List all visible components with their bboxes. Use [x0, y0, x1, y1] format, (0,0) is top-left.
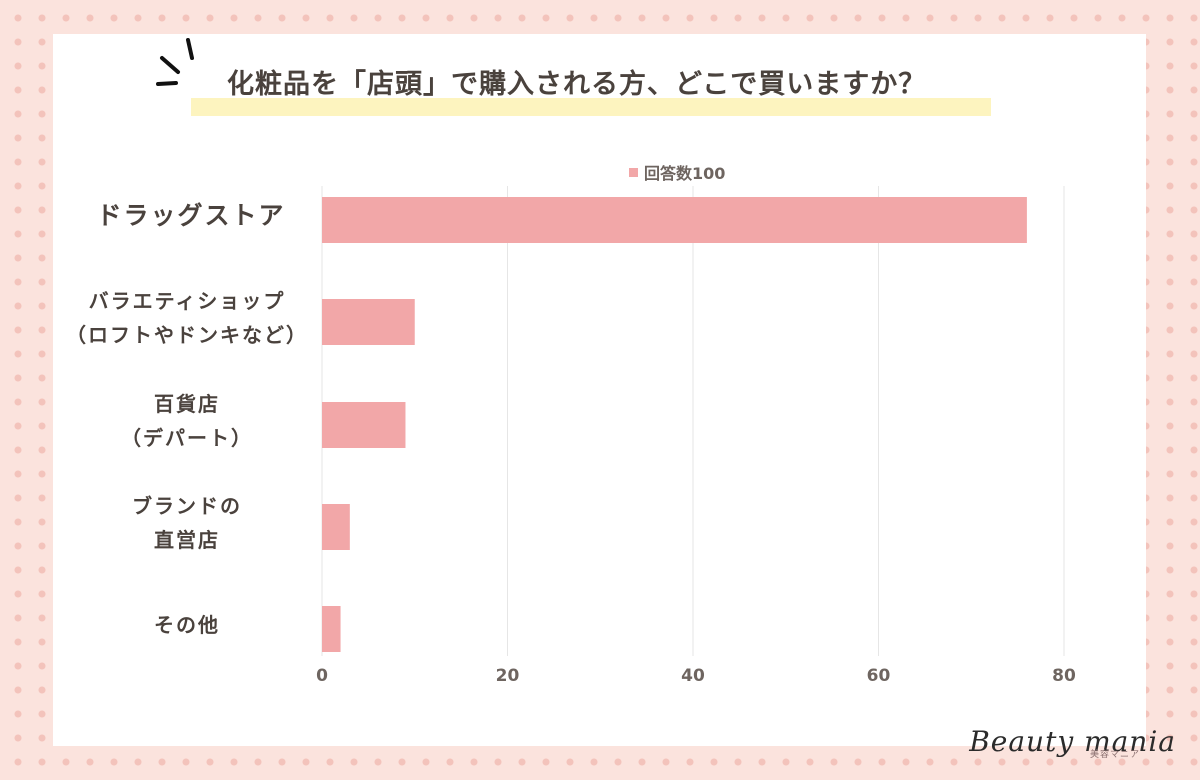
chart-title: 化粧品を「店頭」で購入される方、どこで買いますか？ — [227, 69, 927, 100]
category-label-line: 百貨店 — [154, 392, 220, 416]
x-tick-label: 20 — [496, 666, 520, 686]
legend-label: 回答数100 — [644, 164, 726, 183]
bar-1 — [322, 299, 415, 345]
category-label-line: ブランドの — [132, 494, 242, 518]
bar-4 — [322, 606, 341, 652]
legend-swatch — [629, 167, 638, 177]
bar-2 — [322, 402, 406, 448]
category-label: ドラッグストア — [66, 199, 316, 233]
title-area: 化粧品を「店頭」で購入される方、どこで買いますか？ — [53, 34, 1146, 144]
title-highlight — [191, 98, 991, 116]
x-tick-label: 60 — [867, 666, 891, 686]
bar-0 — [322, 197, 1027, 243]
legend: 回答数100 — [629, 162, 726, 183]
category-label: その他 — [62, 608, 312, 642]
x-tick-label: 40 — [681, 666, 705, 686]
x-tick-label: 80 — [1052, 666, 1076, 686]
brand-logo-sub: 美容マニア — [1089, 750, 1140, 760]
bar-3 — [322, 504, 350, 550]
category-label-line: ドラッグストア — [96, 201, 286, 230]
category-label-line: その他 — [154, 613, 220, 637]
category-label-line: 直営店 — [154, 528, 220, 552]
category-label: ブランドの 直営店 — [62, 489, 312, 557]
x-tick-label: 0 — [316, 666, 328, 686]
category-label-line: バラエティショップ — [88, 289, 286, 313]
brand-logo: Beauty mania — [969, 725, 1176, 758]
category-label-line: （ロフトやドンキなど） — [66, 323, 308, 347]
category-label: 百貨店 （デパート） — [62, 387, 312, 455]
spark-icon — [156, 38, 194, 86]
category-label-line: （デパート） — [121, 426, 253, 450]
chart-card: 化粧品を「店頭」で購入される方、どこで買いますか？ — [53, 34, 1146, 746]
category-label: バラエティショップ （ロフトやドンキなど） — [62, 284, 312, 352]
